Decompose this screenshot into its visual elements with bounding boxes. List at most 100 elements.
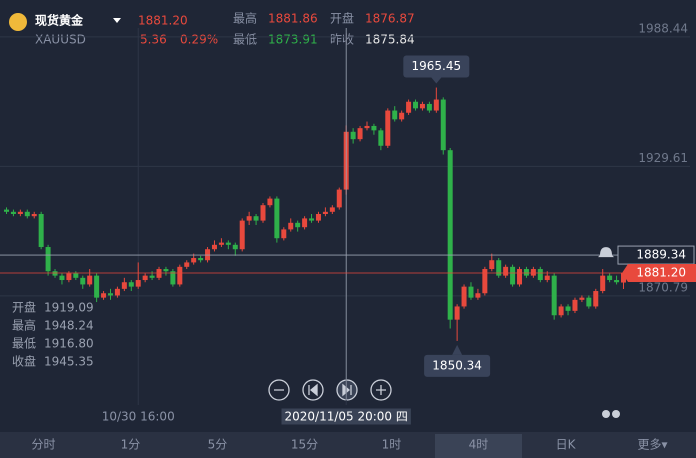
open-label: 开盘 xyxy=(330,11,354,26)
candle-body xyxy=(489,260,495,270)
candle-body xyxy=(558,306,564,316)
candle-body xyxy=(163,269,169,272)
candle-body xyxy=(537,269,543,281)
x-tick-label: 10/30 16:00 xyxy=(102,410,175,424)
toggle[interactable] xyxy=(602,410,610,418)
change-pct: 0.29% xyxy=(180,33,218,47)
candle-body xyxy=(440,99,446,151)
candle-body xyxy=(419,103,425,109)
candle-body xyxy=(31,214,37,217)
prev-close-value: 1875.84 xyxy=(365,33,415,47)
extreme-pointer xyxy=(452,344,463,355)
high-label: 最高 xyxy=(233,11,257,26)
candle-body xyxy=(156,269,162,278)
extreme-box xyxy=(424,354,491,377)
first[interactable] xyxy=(302,379,324,401)
candle-body xyxy=(295,222,301,228)
candle-body xyxy=(614,280,620,283)
candle-body xyxy=(336,189,342,208)
candle-body xyxy=(309,218,315,221)
candle-body xyxy=(260,205,266,221)
candle-body xyxy=(253,216,259,221)
candle-body xyxy=(579,297,585,300)
tab[interactable]: 4时 xyxy=(469,438,489,452)
candle-body xyxy=(121,282,127,289)
dropdown-arrow[interactable] xyxy=(113,18,121,23)
candle-body xyxy=(73,273,79,278)
candle-body xyxy=(426,103,432,111)
candle-body xyxy=(544,275,550,281)
candle-body xyxy=(329,207,335,212)
alert-bell[interactable] xyxy=(598,247,614,258)
candle-body xyxy=(371,125,377,131)
candle-body xyxy=(482,269,488,294)
gold-icon xyxy=(9,13,27,31)
high-value: 1881.86 xyxy=(268,12,318,26)
last-price-box xyxy=(622,263,696,282)
last-price-label: 1881.20 xyxy=(636,265,686,279)
tab-selected xyxy=(435,434,522,458)
candle-body xyxy=(503,266,509,276)
candle-body xyxy=(45,247,51,272)
change: 5.36 xyxy=(140,33,167,47)
candle-body xyxy=(621,272,626,283)
crosshair-price: 1889.34 xyxy=(636,248,686,262)
low-value: 1873.91 xyxy=(268,33,318,47)
candle-body xyxy=(38,214,44,248)
candle-body xyxy=(530,269,536,276)
tab[interactable]: 更多▾ xyxy=(637,438,667,452)
candle-body xyxy=(59,275,65,281)
candle-body xyxy=(149,275,155,278)
candle-body xyxy=(302,218,308,228)
candle-body xyxy=(475,293,481,298)
tab[interactable]: 15分 xyxy=(291,438,318,452)
y-tick-label: 1988.44 xyxy=(638,21,688,35)
candle-body xyxy=(447,150,453,320)
extreme-label: 1850.34 xyxy=(432,358,482,372)
symbol: XAUUSD xyxy=(35,33,86,47)
candle-body xyxy=(170,271,176,285)
candle-body xyxy=(350,131,356,140)
candle-body xyxy=(107,293,113,296)
candle-body xyxy=(315,214,321,221)
info-label: 最高 xyxy=(12,318,36,333)
zoom-out[interactable] xyxy=(268,379,290,401)
candle-body xyxy=(267,198,273,206)
candle-body xyxy=(218,242,224,245)
tab-bar xyxy=(0,432,696,458)
info-value: 1945.35 xyxy=(44,355,94,369)
candle-body xyxy=(191,258,197,263)
candle-body xyxy=(246,216,252,221)
candle-body xyxy=(600,275,606,292)
tab[interactable]: 1分 xyxy=(121,438,141,452)
candle-body xyxy=(274,198,280,239)
extreme-box xyxy=(403,55,470,78)
candle-body xyxy=(413,101,419,109)
candle-body xyxy=(10,211,16,214)
candle-body xyxy=(565,306,571,311)
candle-body xyxy=(378,130,384,146)
candle-body xyxy=(177,266,183,285)
candle-body xyxy=(607,275,613,281)
candle-body xyxy=(24,211,30,217)
tab[interactable]: 1时 xyxy=(382,438,402,452)
x-tick-label: 2020/11/05 20:00 四 xyxy=(285,410,408,424)
tab[interactable]: 日K xyxy=(556,438,577,452)
tab[interactable]: 分时 xyxy=(31,438,55,452)
instrument-name[interactable]: 现货黄金 xyxy=(35,13,84,28)
candle-body xyxy=(232,244,238,250)
low-label: 最低 xyxy=(233,33,257,47)
candle-body xyxy=(322,211,328,214)
x-crosshair-box xyxy=(281,408,411,425)
candle-body xyxy=(406,101,412,113)
candle-body xyxy=(142,275,148,281)
candle-body xyxy=(198,258,204,261)
candle-body xyxy=(135,280,141,287)
candle-body xyxy=(496,260,502,276)
candle-body xyxy=(66,273,72,281)
candle-body xyxy=(17,211,23,214)
candle-body xyxy=(392,110,398,120)
zoom-in[interactable] xyxy=(370,379,392,401)
tab[interactable]: 5分 xyxy=(208,438,228,452)
